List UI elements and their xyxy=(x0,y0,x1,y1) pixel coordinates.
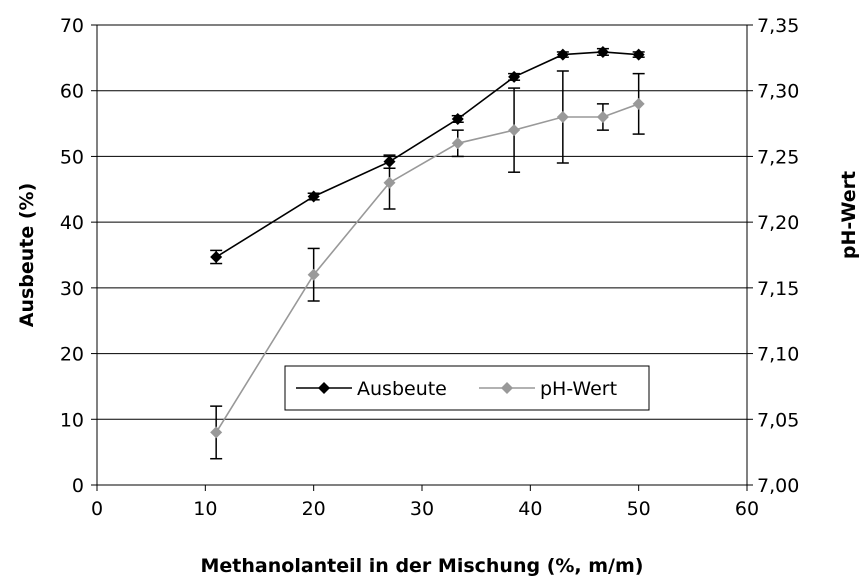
y-tick-label: 20 xyxy=(60,344,84,366)
legend-label-ausbeute: Ausbeute xyxy=(357,378,447,400)
legend-marker-ph xyxy=(501,382,513,394)
x-tick-label: 10 xyxy=(193,498,217,520)
data-point-ph-wert xyxy=(556,111,569,123)
x-tick-label: 40 xyxy=(518,498,542,520)
y-axis-title: Ausbeute (%) xyxy=(16,183,38,328)
legend-label-ph: pH-Wert xyxy=(540,378,617,400)
data-point-ausbeute xyxy=(632,48,645,61)
x-tick-label: 30 xyxy=(410,498,434,520)
y2-tick-label: 7,15 xyxy=(757,278,799,300)
y-tick-label: 60 xyxy=(60,81,84,103)
data-point-ausbeute xyxy=(596,45,609,58)
x-tick-label: 60 xyxy=(735,498,759,520)
x-axis-title: Methanolanteil in der Mischung (%, m/m) xyxy=(201,555,644,577)
y2-tick-label: 7,10 xyxy=(757,344,799,366)
legend: Ausbeute pH-Wert xyxy=(284,365,650,411)
data-point-ph-wert xyxy=(307,268,320,281)
gridlines xyxy=(97,90,747,420)
y-tick-label: 50 xyxy=(60,146,84,168)
data-point-ph-wert xyxy=(596,111,609,123)
data-point-ausbeute xyxy=(383,155,396,168)
series-line-ausbeute xyxy=(215,51,639,258)
y2-axis-title: pH-Wert xyxy=(838,171,860,259)
y2-tick-label: 7,05 xyxy=(757,409,799,431)
data-point-ph-wert xyxy=(383,176,396,189)
y-tick-label: 30 xyxy=(60,278,84,300)
y2-tick-label: 7,25 xyxy=(757,146,799,168)
series-markers xyxy=(210,45,645,439)
data-point-ausbeute xyxy=(508,70,521,83)
y-tick-label: 10 xyxy=(60,409,84,431)
y2-tick-label: 7,35 xyxy=(757,15,799,37)
y2-tick-label: 7,30 xyxy=(757,81,799,103)
data-point-ausbeute xyxy=(307,190,320,203)
axes: 0 10 20 30 40 50 60 70 7,00 7,05 7,10 7,15 7,20 7,25 7… xyxy=(60,15,800,520)
data-point-ph-wert xyxy=(508,124,521,137)
data-point-ausbeute xyxy=(556,48,569,61)
x-tick-label: 50 xyxy=(627,498,651,520)
y-tick-label: 70 xyxy=(60,15,84,37)
data-point-ausbeute xyxy=(210,250,223,263)
y2-tick-label: 7,20 xyxy=(757,212,799,234)
y-tick-label: 40 xyxy=(60,212,84,234)
x-tick-label: 20 xyxy=(302,498,326,520)
series-lines xyxy=(215,51,639,433)
data-point-ausbeute xyxy=(451,112,464,125)
y-tick-label: 0 xyxy=(72,475,84,497)
data-point-ph-wert xyxy=(632,97,645,110)
x-tick-label: 0 xyxy=(91,498,103,520)
legend-marker-ausbeute xyxy=(318,382,330,394)
y2-tick-label: 7,00 xyxy=(757,475,799,497)
data-point-ph-wert xyxy=(451,137,464,150)
data-point-ph-wert xyxy=(210,426,223,439)
plot-area-frame xyxy=(96,24,748,486)
series-line-ph-wert xyxy=(215,103,639,433)
